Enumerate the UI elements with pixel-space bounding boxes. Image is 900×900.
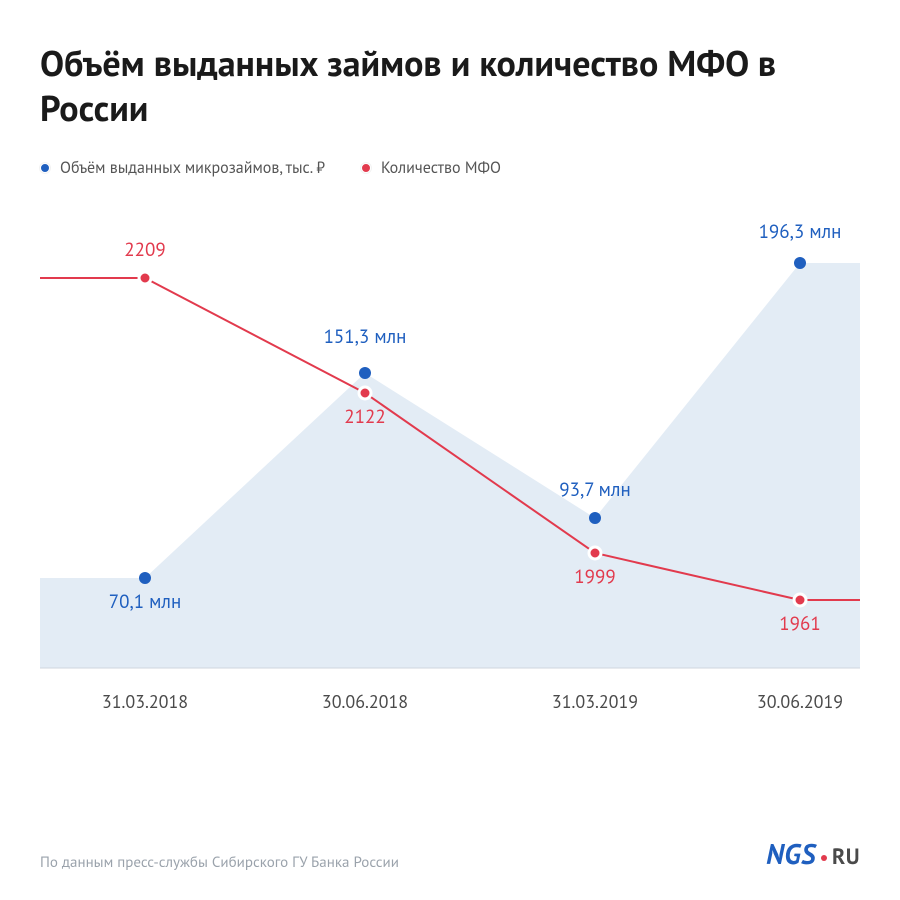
legend-item-volume: Объём выданных микрозаймов, тыс. ₽ — [40, 158, 325, 178]
xlabel-1: 30.06.2018 — [322, 690, 408, 713]
label-red-1: 2122 — [344, 405, 385, 429]
label-blue-0: 70,1 млн — [109, 590, 182, 614]
xlabel-0: 31.03.2018 — [102, 690, 188, 713]
point-red-2 — [589, 547, 601, 559]
source-text: По данным пресс-службы Сибирского ГУ Бан… — [40, 853, 399, 872]
chart-svg: 70,1 млн 151,3 млн 93,7 млн 196,3 млн 2209 21… — [40, 208, 860, 728]
legend-dot-blue — [40, 163, 50, 173]
point-red-1 — [359, 387, 371, 399]
xlabel-2: 31.03.2019 — [552, 690, 638, 713]
logo-text-ru: RU — [832, 843, 860, 871]
logo-text-ngs: NGS — [766, 835, 816, 872]
point-blue-2 — [589, 512, 601, 524]
legend-label-count: Количество МФО — [381, 158, 501, 178]
label-red-3: 1961 — [779, 612, 820, 636]
chart-title: Объём выданных займов и количество МФО в… — [40, 40, 860, 130]
logo-dot-icon — [821, 855, 827, 861]
point-red-3 — [794, 594, 806, 606]
label-red-0: 2209 — [124, 238, 165, 262]
label-blue-3: 196,3 млн — [759, 220, 842, 244]
chart-area: 70,1 млн 151,3 млн 93,7 млн 196,3 млн 2209 21… — [40, 208, 860, 728]
point-blue-1 — [359, 367, 371, 379]
legend-item-count: Количество МФО — [361, 158, 501, 178]
label-blue-2: 93,7 млн — [559, 478, 630, 502]
xlabel-3: 30.06.2019 — [757, 690, 843, 713]
point-red-0 — [139, 272, 151, 284]
point-blue-3 — [794, 257, 806, 269]
label-red-2: 1999 — [574, 565, 615, 589]
label-blue-1: 151,3 млн — [324, 325, 407, 349]
logo: NGS RU — [766, 835, 860, 872]
legend-dot-red — [361, 163, 371, 173]
legend-label-volume: Объём выданных микрозаймов, тыс. ₽ — [60, 158, 325, 178]
point-blue-0 — [139, 572, 151, 584]
legend: Объём выданных микрозаймов, тыс. ₽ Колич… — [40, 158, 860, 178]
